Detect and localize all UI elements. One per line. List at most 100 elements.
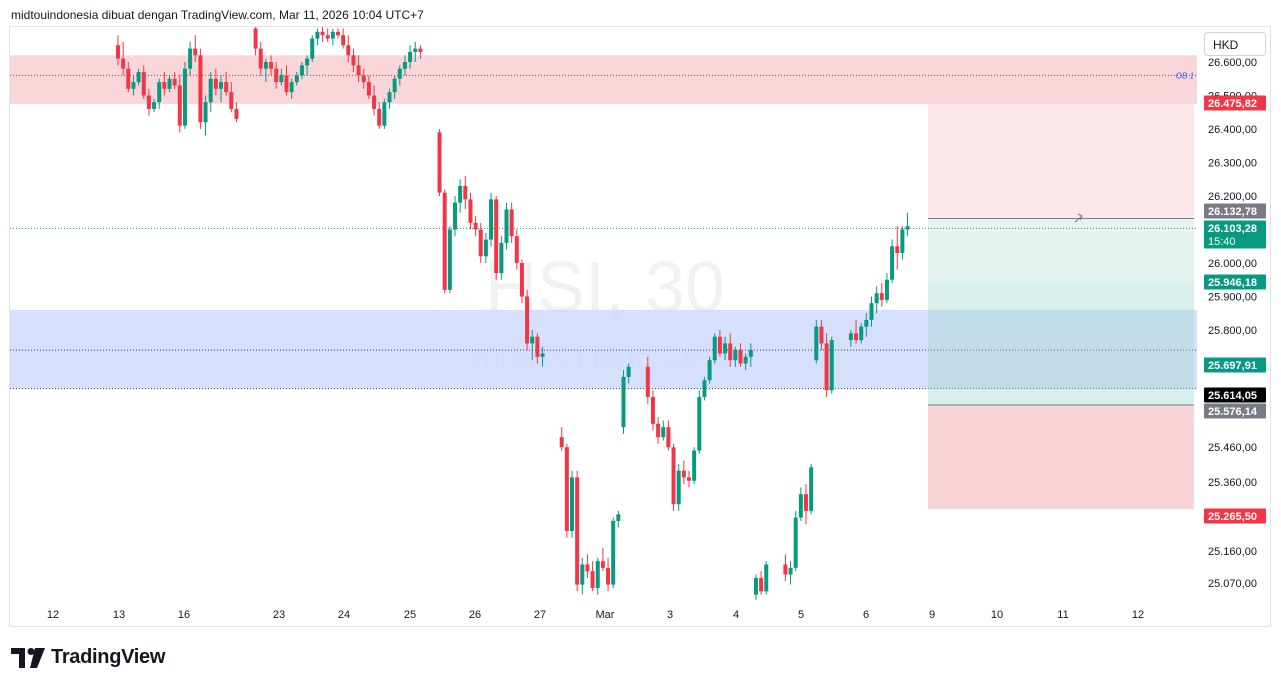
candle-body[interactable] — [814, 326, 819, 361]
candle-body[interactable] — [263, 62, 268, 69]
candle-body[interactable] — [458, 185, 463, 203]
candle-body[interactable] — [829, 340, 834, 391]
candle-body[interactable] — [193, 48, 198, 56]
candle-body[interactable] — [136, 72, 141, 83]
candle-body[interactable] — [397, 68, 402, 79]
candle-body[interactable] — [687, 477, 691, 481]
candle-body[interactable] — [692, 450, 697, 481]
candle-body[interactable] — [723, 343, 728, 354]
candle-body[interactable] — [289, 82, 294, 93]
candle-body[interactable] — [473, 222, 478, 230]
candle-body[interactable] — [600, 561, 605, 568]
candle-body[interactable] — [234, 108, 239, 119]
candle-body[interactable] — [182, 68, 187, 126]
candle-body[interactable] — [116, 45, 120, 59]
candle-body[interactable] — [798, 494, 803, 518]
candle-body[interactable] — [900, 229, 905, 253]
candle-body[interactable] — [570, 477, 574, 531]
candle-body[interactable] — [253, 28, 258, 49]
candle-body[interactable] — [702, 380, 707, 397]
candle-body[interactable] — [172, 78, 177, 86]
candle-body[interactable] — [666, 427, 671, 448]
candle-body[interactable] — [595, 561, 600, 588]
candle-body[interactable] — [382, 102, 387, 126]
candle-body[interactable] — [366, 82, 371, 96]
candle-body[interactable] — [819, 326, 824, 344]
candle-body[interactable] — [626, 366, 631, 377]
candle-body[interactable] — [279, 75, 284, 83]
candle-body[interactable] — [743, 356, 748, 364]
candle-body[interactable] — [377, 108, 382, 126]
candle-body[interactable] — [351, 55, 356, 66]
candle-body[interactable] — [330, 31, 335, 39]
candle-body[interactable] — [325, 35, 330, 39]
candle-body[interactable] — [585, 564, 590, 572]
candle-body[interactable] — [269, 62, 274, 69]
candle-body[interactable] — [188, 48, 193, 69]
candle-body[interactable] — [478, 229, 483, 257]
candle-body[interactable] — [408, 51, 413, 62]
candle-body[interactable] — [864, 319, 869, 327]
candle-body[interactable] — [299, 65, 304, 76]
candle-body[interactable] — [463, 185, 468, 200]
candle-body[interactable] — [483, 239, 488, 257]
candle-body[interactable] — [676, 470, 681, 505]
candle-body[interactable] — [530, 336, 535, 344]
candle-body[interactable] — [372, 95, 377, 109]
candle-body[interactable] — [525, 296, 530, 344]
candle-body[interactable] — [764, 564, 769, 592]
candle-body[interactable] — [305, 58, 310, 66]
candle-body[interactable] — [489, 199, 494, 240]
candle-body[interactable] — [152, 102, 157, 109]
candle-body[interactable] — [392, 78, 397, 93]
candle-body[interactable] — [793, 517, 798, 568]
candle-body[interactable] — [509, 209, 514, 237]
candle-body[interactable] — [783, 564, 788, 575]
candle-body[interactable] — [219, 82, 223, 89]
candle-body[interactable] — [504, 209, 509, 243]
candle-body[interactable] — [809, 467, 814, 511]
candle-body[interactable] — [402, 62, 407, 69]
currency-selector[interactable]: HKD — [1204, 32, 1266, 56]
candle-body[interactable] — [748, 350, 753, 357]
candle-body[interactable] — [141, 72, 146, 96]
candle-body[interactable] — [224, 82, 229, 93]
candle-body[interactable] — [121, 58, 126, 69]
candle-body[interactable] — [437, 132, 442, 193]
candle-body[interactable] — [453, 202, 457, 230]
candle-body[interactable] — [854, 333, 859, 341]
candle-body[interactable] — [413, 48, 418, 52]
candle-body[interactable] — [387, 92, 392, 103]
candle-body[interactable] — [671, 447, 676, 505]
candle-body[interactable] — [540, 353, 545, 357]
candle-body[interactable] — [681, 470, 686, 478]
candle-body[interactable] — [621, 376, 626, 428]
candle-body[interactable] — [804, 494, 808, 511]
candle-body[interactable] — [559, 437, 564, 448]
candle-body[interactable] — [315, 31, 320, 39]
candle-body[interactable] — [208, 78, 213, 103]
candle-body[interactable] — [606, 567, 611, 585]
candle-body[interactable] — [468, 199, 473, 223]
candle-body[interactable] — [733, 350, 738, 361]
candle-body[interactable] — [258, 48, 263, 69]
candle-body[interactable] — [356, 65, 361, 76]
candle-body[interactable] — [717, 336, 722, 354]
candle-body[interactable] — [890, 246, 895, 280]
candle-body[interactable] — [738, 350, 743, 364]
candle-body[interactable] — [645, 366, 650, 397]
candle-body[interactable] — [310, 38, 315, 59]
candle-body[interactable] — [616, 514, 621, 521]
candle-body[interactable] — [157, 82, 162, 103]
candle-body[interactable] — [284, 75, 289, 93]
candle-body[interactable] — [879, 293, 884, 300]
candle-body[interactable] — [213, 78, 218, 89]
candle-body[interactable] — [753, 577, 758, 595]
candle-body[interactable] — [229, 92, 234, 109]
candle-body[interactable] — [494, 199, 499, 274]
candle-body[interactable] — [167, 78, 172, 89]
candle-body[interactable] — [759, 577, 764, 592]
candle-body[interactable] — [320, 31, 325, 36]
candle-body[interactable] — [788, 567, 793, 575]
